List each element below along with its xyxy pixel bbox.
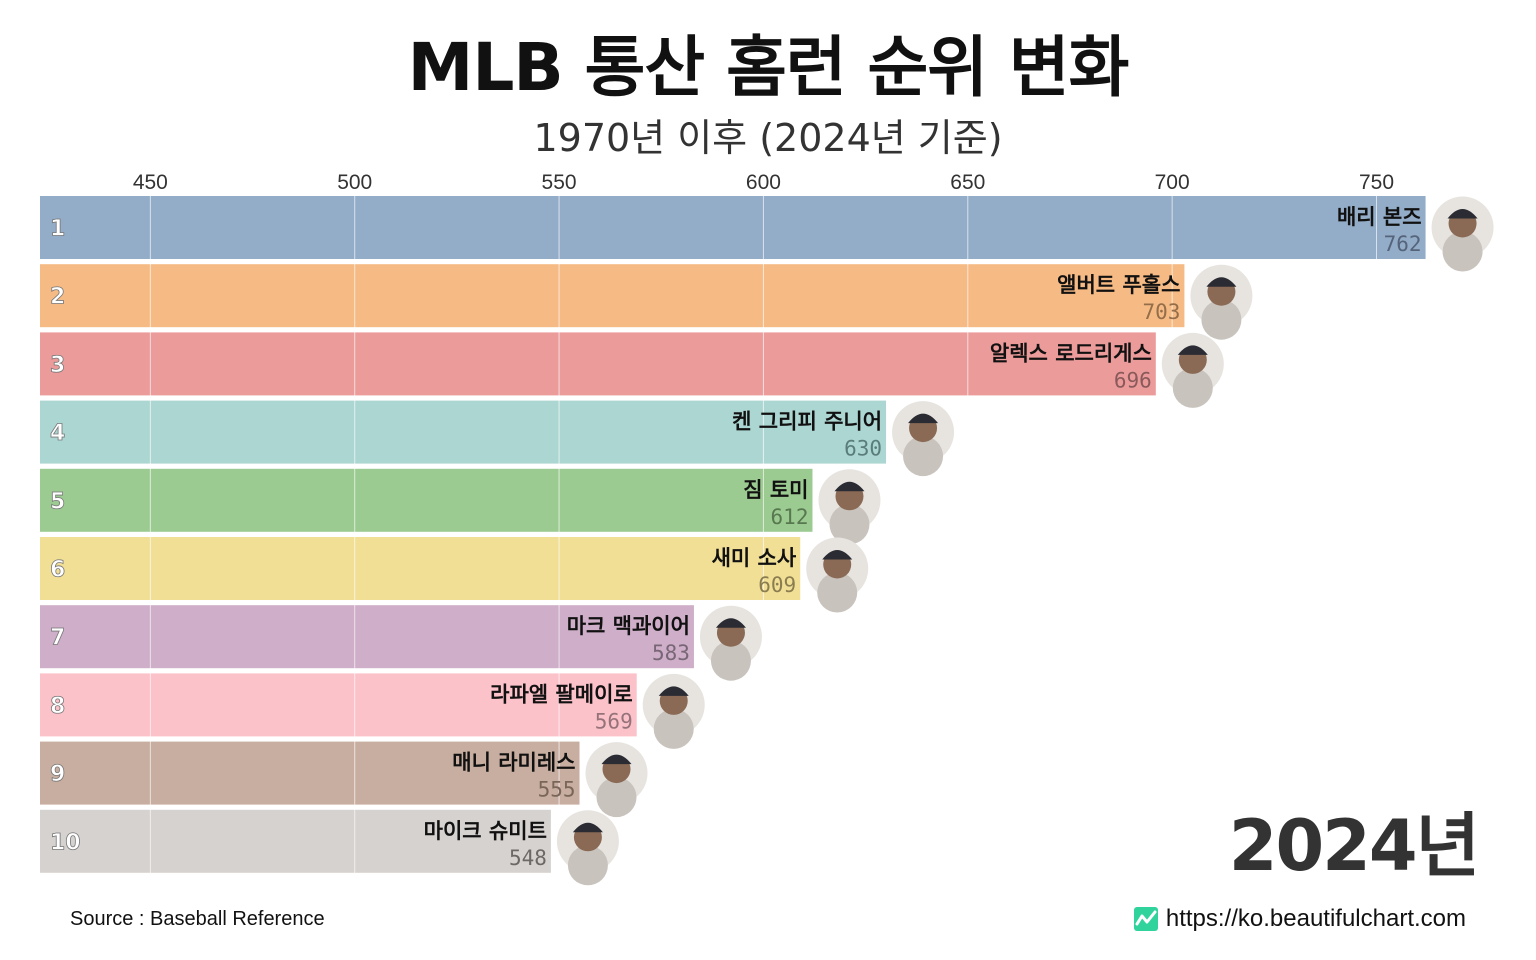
source-text: Source : Baseball Reference (70, 908, 325, 930)
avatar-cap (1447, 209, 1478, 219)
avatar-shoulders (1201, 299, 1242, 340)
x-tick-label: 450 (133, 171, 168, 194)
player-name: 마크 맥과이어 (567, 614, 690, 638)
player-name: 마이크 슈미트 (424, 819, 547, 843)
bar (40, 468, 813, 532)
bar (40, 741, 580, 805)
value-label: 703 (1142, 300, 1180, 324)
player-name: 켄 그리피 주니어 (732, 410, 882, 434)
bar (40, 196, 1426, 259)
chart-title: MLB 통산 홈런 순위 변화 (407, 29, 1130, 106)
avatar-shoulders (1442, 231, 1483, 272)
avatar-shoulders (710, 640, 751, 681)
value-label: 612 (771, 505, 809, 529)
value-label: 630 (844, 437, 882, 461)
player-name: 짐 토미 (743, 478, 808, 502)
rank-label: 9 (50, 762, 65, 787)
bar (40, 809, 551, 873)
x-tick-label: 650 (950, 171, 985, 194)
rank-label: 6 (50, 558, 65, 583)
rank-label: 10 (50, 830, 81, 855)
rank-label: 1 (50, 217, 65, 242)
rank-label: 2 (50, 285, 65, 310)
value-label: 609 (758, 573, 796, 597)
bar (40, 332, 1156, 396)
website-link[interactable]: https://ko.beautifulchart.com (1133, 905, 1466, 933)
avatar-shoulders (567, 845, 608, 886)
player-name: 라파엘 팔메이로 (490, 682, 633, 706)
value-label: 583 (652, 641, 690, 665)
player-name: 알렉스 로드리게스 (990, 341, 1152, 365)
avatar-cap (834, 481, 865, 492)
avatar-shoulders (903, 436, 944, 477)
avatar-cap (572, 822, 603, 833)
period-label: 2024년 (1228, 805, 1480, 887)
value-label: 555 (538, 778, 576, 802)
website-url[interactable]: https://ko.beautifulchart.com (1165, 905, 1466, 932)
rank-label: 3 (50, 353, 65, 378)
chart-logo-icon (1133, 907, 1158, 931)
avatar-cap (822, 550, 853, 560)
rank-label: 5 (50, 489, 65, 514)
x-tick-label: 700 (1155, 171, 1190, 194)
avatar-cap (715, 618, 746, 628)
player-name: 매니 라미레스 (452, 751, 575, 775)
avatar-shoulders (817, 572, 858, 613)
avatar-cap (658, 686, 689, 696)
bar (40, 264, 1185, 328)
avatar-cap (601, 754, 632, 765)
value-label: 696 (1114, 368, 1152, 392)
avatar-shoulders (1172, 367, 1213, 408)
bar (40, 605, 694, 669)
player-name: 배리 본즈 (1337, 205, 1422, 229)
x-tick-label: 500 (337, 171, 372, 194)
bar (40, 400, 887, 464)
avatar-shoulders (596, 777, 637, 818)
bar (40, 537, 801, 600)
rank-label: 8 (50, 694, 65, 719)
x-tick-label: 600 (746, 171, 781, 194)
x-tick-label: 550 (542, 171, 577, 194)
player-name: 앨버트 푸홀스 (1057, 273, 1180, 297)
value-label: 569 (595, 709, 633, 733)
rank-label: 7 (50, 626, 65, 651)
chart-subtitle: 1970년 이후 (2024년 기준) (533, 116, 1003, 160)
x-tick-label: 750 (1359, 171, 1394, 194)
avatar-cap (908, 413, 939, 424)
rank-label: 4 (50, 421, 65, 446)
player-name: 새미 소사 (712, 546, 797, 570)
value-label: 548 (509, 846, 547, 870)
avatar-cap (1177, 345, 1208, 355)
value-label: 762 (1384, 232, 1422, 256)
avatar-shoulders (653, 708, 694, 749)
avatar-shoulders (829, 504, 870, 545)
bar (40, 673, 637, 737)
avatar-cap (1206, 277, 1237, 287)
